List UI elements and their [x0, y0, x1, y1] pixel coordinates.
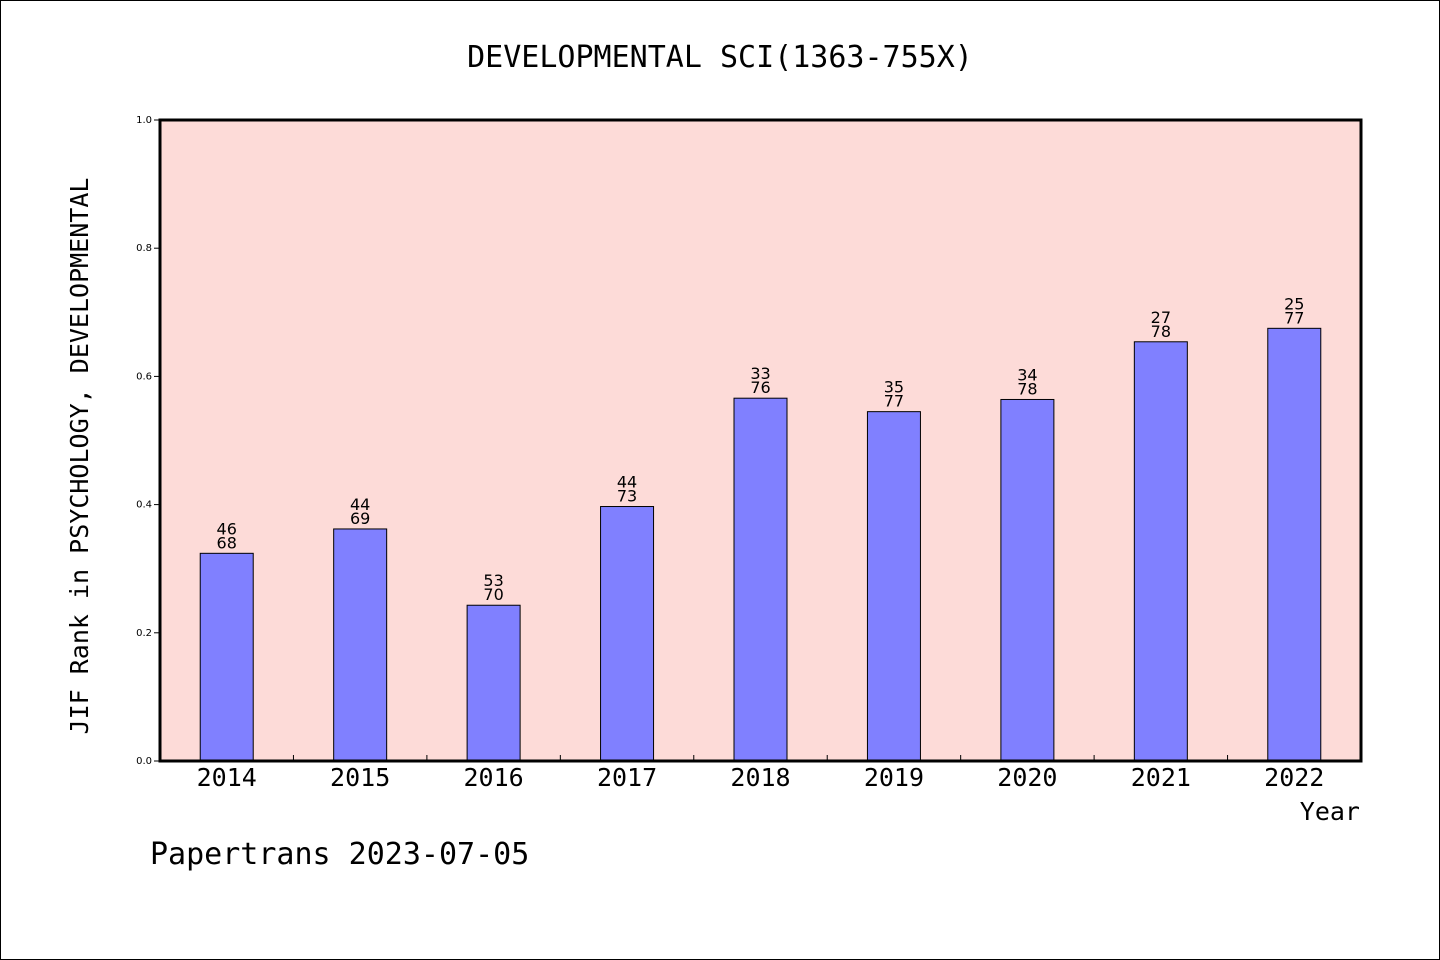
bar [1000, 398, 1055, 762]
bar-rank-label: 33 [750, 364, 770, 383]
bar-total-label: 70 [483, 585, 503, 604]
bar-rank-label: 44 [350, 495, 370, 514]
bar [600, 506, 655, 762]
bar [866, 411, 921, 762]
chart-title: DEVELOPMENTAL SCI(1363-755X) [467, 40, 973, 75]
x-tick-label: 2015 [330, 763, 390, 792]
bar-total-label: 69 [350, 509, 370, 528]
bar-rank-label: 35 [884, 378, 904, 397]
y-tick-label: 0.6 [136, 371, 152, 382]
bar-rank-label: 25 [1284, 294, 1304, 313]
y-tick-label: 0.2 [136, 628, 152, 639]
x-tick-label: 2020 [997, 763, 1057, 792]
bar [466, 604, 521, 762]
bar-total-label: 77 [1284, 308, 1304, 327]
y-axis-ticks: 0.0 0.2 0.4 0.6 0.8 1.0 [136, 115, 160, 767]
bar [333, 528, 388, 762]
y-tick-label: 1.0 [136, 115, 152, 126]
bar-rank-label: 53 [483, 571, 503, 590]
x-tick-label: 2016 [464, 763, 524, 792]
x-tick-label: 2022 [1264, 763, 1324, 792]
bar-total-label: 78 [1017, 379, 1037, 398]
x-tick-label: 2017 [597, 763, 657, 792]
x-axis-ticks: 2014 2015 2016 2017 2018 2019 2020 2021 2022 [197, 755, 1324, 792]
footer-text: Papertrans 2023-07-05 [150, 837, 529, 872]
bar-rank-label: 27 [1151, 308, 1171, 327]
plot-border [158, 118, 1363, 763]
bar-total-label: 68 [217, 533, 237, 552]
bar [733, 397, 788, 762]
bar-total-label: 73 [617, 487, 637, 506]
bar [1267, 327, 1322, 762]
y-tick-label: 0.4 [136, 500, 152, 511]
bar-rank-label: 44 [617, 473, 637, 492]
bar-total-label: 76 [750, 378, 770, 397]
bar-rank-label: 34 [1017, 365, 1037, 384]
bar [1133, 341, 1188, 762]
x-tick-label: 2021 [1131, 763, 1191, 792]
x-tick-label: 2019 [864, 763, 924, 792]
y-tick-label: 0.8 [136, 243, 152, 254]
x-tick-label: 2014 [197, 763, 257, 792]
bar-rank-label: 46 [217, 519, 237, 538]
x-tick-label: 2018 [730, 763, 790, 792]
bar [199, 552, 254, 762]
y-axis-label: JIF Rank in PSYCHOLOGY, DEVELOPMENTAL [65, 178, 94, 735]
bar-total-label: 78 [1151, 322, 1171, 341]
x-axis-label: Year [1300, 797, 1360, 826]
y-tick-label: 0.0 [136, 756, 152, 767]
bar-total-label: 77 [884, 392, 904, 411]
